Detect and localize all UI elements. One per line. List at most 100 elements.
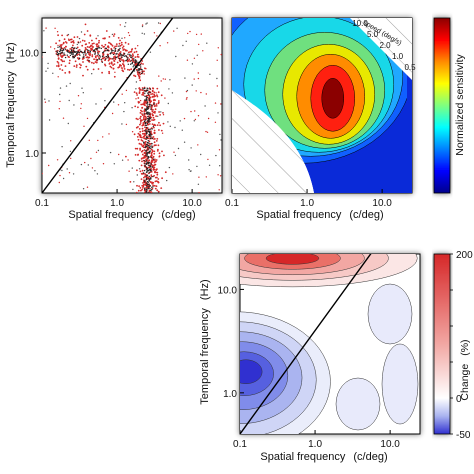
panel-a-point: [88, 56, 91, 59]
panel-a-point: [133, 91, 136, 93]
panel-a-point: [129, 53, 131, 56]
panel-a-point: [149, 133, 151, 135]
panel-a-point: [100, 47, 103, 50]
panel-a-point: [105, 47, 107, 49]
panel-a-point: [61, 69, 64, 71]
panel-a-point: [125, 22, 127, 24]
panel-a-point: [88, 49, 90, 52]
panel-a-point: [128, 69, 131, 71]
panel-a-point: [108, 62, 111, 65]
panel-a-point: [113, 63, 116, 65]
panel-a-point: [151, 93, 154, 95]
panel-a-point: [144, 90, 146, 92]
panel-a-point: [76, 52, 78, 55]
panel-a-point: [207, 158, 209, 161]
panel-a-point: [154, 95, 157, 97]
panel-a-point: [82, 74, 84, 77]
panel-a-point: [67, 33, 70, 36]
panel-a-point: [111, 33, 114, 36]
panel-a-point: [143, 73, 145, 75]
panel-a-point: [142, 118, 145, 121]
panel-a-point: [156, 35, 158, 37]
panel-a-point: [145, 150, 148, 152]
panel-a-point: [150, 174, 153, 177]
panel-a-point: [146, 161, 148, 164]
panel-a-point: [151, 136, 153, 138]
panel-a-point: [186, 59, 189, 61]
panel-a-point: [148, 116, 151, 119]
panel-a-point: [146, 104, 148, 106]
panel-a-point: [152, 87, 155, 90]
panel-a-point: [200, 91, 202, 94]
panel-a-point: [148, 178, 150, 180]
panel-a-point: [143, 114, 146, 116]
panel-a-point: [129, 63, 132, 65]
panel-a-point: [94, 53, 96, 55]
panel-a-point: [145, 186, 148, 189]
panel-a-point: [141, 25, 144, 28]
panel-a-point: [146, 174, 149, 176]
panel-a-point: [59, 93, 61, 96]
panel-a-point: [148, 117, 150, 120]
panel-a-point: [134, 154, 137, 156]
panel-a-point: [154, 176, 157, 179]
panel-a-point: [81, 44, 84, 47]
panel-a-point: [101, 44, 103, 47]
panel-a-point: [146, 108, 148, 111]
panel-a-point: [121, 59, 123, 61]
panel-a-point: [157, 100, 160, 102]
panel-a-point: [90, 157, 92, 160]
panel-a-point: [157, 91, 160, 94]
panel-a-point: [142, 187, 144, 189]
panel-a-point: [151, 166, 153, 168]
panel-a-point: [136, 136, 139, 138]
panel-a-point: [153, 152, 156, 155]
panel-a-point: [216, 77, 218, 80]
panel-a-point: [83, 33, 86, 36]
panel-a-point: [75, 64, 78, 67]
panel-a-point: [159, 45, 161, 47]
panel-a-point: [86, 186, 89, 188]
panel-a-point: [146, 130, 148, 132]
panel-a-point: [158, 121, 160, 124]
panel-a-point: [148, 130, 150, 133]
panel-a-point: [86, 68, 89, 71]
panel-a-point: [76, 57, 79, 59]
panel-a-point: [134, 147, 137, 150]
panel-a-point: [88, 59, 90, 62]
panel-a-point: [147, 140, 149, 142]
panel-a-point: [139, 187, 142, 189]
panel-b-speed-tick-label: 5.0: [367, 30, 379, 39]
panel-a-ylabel: Temporal frequency(Hz): [5, 42, 17, 167]
panel-a-point: [196, 165, 198, 168]
panel-a-point: [130, 54, 132, 57]
panel-a-point: [127, 32, 130, 34]
panel-a-point: [123, 64, 125, 67]
panel-a-point: [191, 84, 193, 86]
panel-a-point: [136, 71, 139, 73]
panel-a-point: [118, 57, 121, 60]
panel-a-point: [146, 181, 149, 183]
panel-a-point: [112, 64, 114, 66]
panel-a-point: [147, 156, 150, 158]
panel-a-point: [90, 44, 93, 47]
panel-a-point: [73, 65, 76, 67]
panel-a-point: [60, 59, 63, 61]
panel-a-point: [139, 122, 142, 124]
panel-a-point: [144, 126, 146, 129]
panel-a-point: [137, 154, 139, 156]
panel-a-point: [108, 72, 111, 75]
panel-a-point: [152, 136, 155, 138]
panel-a-point: [147, 115, 149, 118]
panel-a-point: [146, 99, 148, 101]
panel-a-point: [148, 121, 150, 123]
panel-a-point: [136, 70, 138, 72]
panel-a-point: [155, 169, 158, 171]
panel-a-point: [121, 123, 123, 125]
panel-a-point: [44, 101, 47, 103]
panel-a-point: [141, 60, 144, 62]
panel-a-point: [56, 51, 58, 54]
panel-a-point: [116, 56, 118, 58]
panel-a-point: [131, 62, 133, 65]
panel-a-point: [64, 48, 67, 50]
